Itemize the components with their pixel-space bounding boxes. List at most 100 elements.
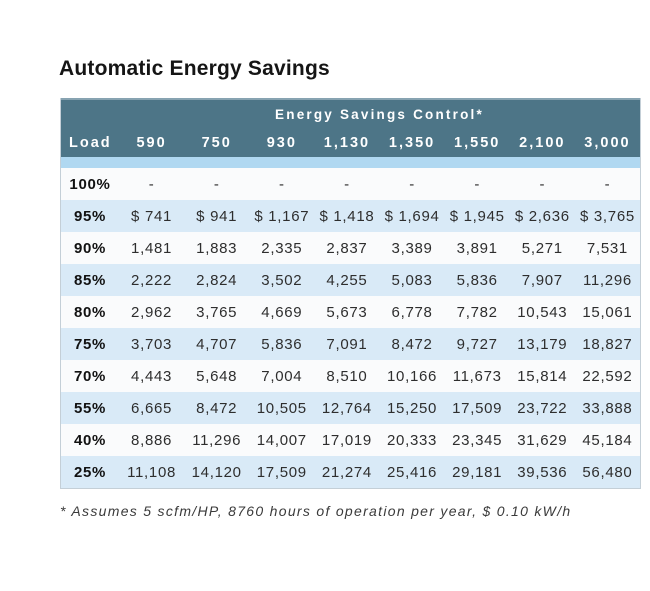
- value-cell: 8,472: [196, 399, 238, 417]
- value-cell: 2,824: [196, 271, 238, 289]
- column-header: 3,000: [584, 135, 631, 151]
- value-cell: 4,443: [131, 367, 173, 385]
- table-header-title: Energy Savings Control*: [275, 107, 484, 122]
- value-cell: $ 1,167: [254, 207, 310, 225]
- value-cell: 3,389: [391, 239, 433, 257]
- value-cell: 25,416: [387, 463, 438, 481]
- value-cell: $ 1,418: [319, 207, 375, 225]
- value-cell: 5,836: [456, 271, 498, 289]
- load-cell: 70%: [73, 367, 107, 385]
- value-cell: $ 1,945: [449, 207, 505, 225]
- value-cell: 4,669: [261, 303, 303, 321]
- table-header-band: Energy Savings Control*: [61, 98, 640, 129]
- value-cell: 8,510: [326, 367, 368, 385]
- value-cell: 11,108: [127, 463, 177, 481]
- value-cell: 18,827: [582, 335, 633, 353]
- value-cell: 6,665: [131, 399, 173, 417]
- value-cell: $ 3,765: [579, 207, 635, 225]
- value-cell: 5,648: [196, 367, 238, 385]
- column-header: 930: [266, 135, 297, 151]
- value-cell: 21,274: [321, 463, 372, 481]
- column-header: 1,130: [323, 135, 371, 151]
- value-cell: 3,765: [196, 303, 238, 321]
- value-cell: -: [604, 175, 611, 193]
- value-cell: 1,883: [196, 239, 238, 257]
- value-cell: 11,296: [192, 431, 242, 449]
- energy-savings-table: Energy Savings Control* Load 590 750 930 1,1…: [60, 98, 641, 489]
- value-cell: 6,778: [391, 303, 433, 321]
- load-cell: 85%: [73, 271, 107, 289]
- load-cell: 40%: [73, 431, 107, 449]
- value-cell: 2,222: [131, 271, 173, 289]
- value-cell: 39,536: [517, 463, 568, 481]
- value-cell: 17,509: [256, 463, 307, 481]
- column-header-load: Load: [69, 135, 112, 151]
- value-cell: 4,255: [326, 271, 368, 289]
- value-cell: -: [539, 175, 546, 193]
- load-cell: 80%: [73, 303, 107, 321]
- value-cell: 2,962: [131, 303, 173, 321]
- value-cell: 3,703: [131, 335, 173, 353]
- column-header: 2,100: [519, 135, 566, 151]
- value-cell: 10,166: [387, 367, 438, 385]
- value-cell: 3,502: [261, 271, 303, 289]
- value-cell: 13,179: [517, 335, 568, 353]
- value-cell: 20,333: [387, 431, 438, 449]
- value-cell: 7,782: [456, 303, 498, 321]
- value-cell: 17,019: [321, 431, 372, 449]
- value-cell: 5,673: [326, 303, 368, 321]
- value-cell: 45,184: [582, 431, 633, 449]
- value-cell: -: [213, 175, 220, 193]
- value-cell: 11,296: [582, 271, 632, 289]
- header-divider-strip: [61, 157, 640, 168]
- value-cell: $ 1,694: [384, 207, 440, 225]
- table-footnote: * Assumes 5 scfm/HP, 8760 hours of opera…: [60, 503, 572, 519]
- value-cell: 1,481: [131, 239, 173, 257]
- column-header: 750: [201, 135, 232, 151]
- value-cell: 17,509: [452, 399, 503, 417]
- value-cell: -: [474, 175, 481, 193]
- load-cell: 75%: [73, 335, 107, 353]
- value-cell: 23,345: [452, 431, 503, 449]
- load-cell: 95%: [73, 207, 107, 225]
- value-cell: -: [148, 175, 155, 193]
- value-cell: 8,886: [131, 431, 173, 449]
- column-header-row: Load 590 750 930 1,130 1,350 1,550 2,100 3,000: [61, 129, 640, 157]
- value-cell: 5,271: [521, 239, 563, 257]
- value-cell: 10,543: [517, 303, 568, 321]
- value-cell: 29,181: [452, 463, 503, 481]
- value-cell: -: [278, 175, 285, 193]
- table-body: 100% - - - - - - - - 95% $ 741 $ 941 $ 1,167 $ 1,418 $…: [61, 168, 640, 488]
- value-cell: 22,592: [582, 367, 633, 385]
- table-row: 55% 6,665 8,472 10,505 12,764 15,250 17,509 23,…: [61, 392, 640, 424]
- table-row: 85% 2,222 2,824 3,502 4,255 5,083 5,836 7,907 11…: [61, 264, 640, 296]
- value-cell: 14,007: [256, 431, 307, 449]
- value-cell: 31,629: [517, 431, 568, 449]
- column-header: 590: [136, 135, 167, 151]
- value-cell: 2,335: [261, 239, 303, 257]
- value-cell: 5,083: [391, 271, 433, 289]
- table-row: 90% 1,481 1,883 2,335 2,837 3,389 3,891 5,271 7,…: [61, 232, 640, 264]
- value-cell: 14,120: [191, 463, 242, 481]
- table-row: 100% - - - - - - - -: [61, 168, 640, 200]
- load-cell: 25%: [73, 463, 107, 481]
- load-cell: 55%: [73, 399, 107, 417]
- value-cell: -: [344, 175, 350, 193]
- value-cell: 15,814: [517, 367, 568, 385]
- value-cell: 4,707: [196, 335, 238, 353]
- load-cell: 100%: [69, 175, 111, 193]
- value-cell: $ 941: [196, 207, 238, 225]
- column-header: 1,550: [454, 135, 501, 151]
- value-cell: 7,531: [586, 239, 628, 257]
- value-cell: 7,091: [326, 335, 368, 353]
- value-cell: 2,837: [326, 239, 368, 257]
- value-cell: 33,888: [582, 399, 633, 417]
- value-cell: $ 2,636: [514, 207, 570, 225]
- value-cell: $ 741: [131, 207, 173, 225]
- table-row: 75% 3,703 4,707 5,836 7,091 8,472 9,727 13,179 1…: [61, 328, 640, 360]
- value-cell: 9,727: [456, 335, 498, 353]
- value-cell: 11,673: [452, 367, 502, 385]
- value-cell: 10,505: [256, 399, 307, 417]
- table-row: 80% 2,962 3,765 4,669 5,673 6,778 7,782 10,543 1…: [61, 296, 640, 328]
- value-cell: 56,480: [582, 463, 633, 481]
